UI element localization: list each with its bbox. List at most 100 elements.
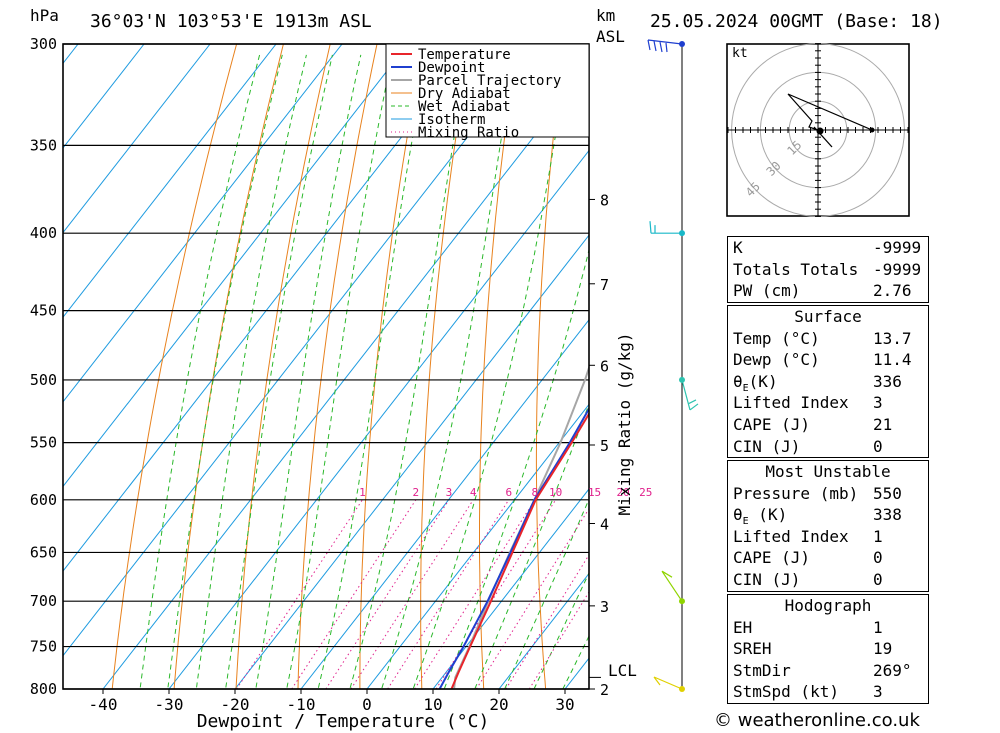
mu-li-label: Lifted Index [733,526,849,546]
mu-theta-sub: E [742,516,749,528]
wind-barb [653,676,683,690]
pressure-tick-label: 400 [30,224,57,242]
wind-barb [661,570,683,602]
mixing-ratio-label: 25 [639,486,652,499]
datetime-label: 25.05.2024 00GMT (Base: 18) [650,11,943,32]
stmdir-label: StmDir [733,660,791,680]
wet-adiabat-line [412,54,570,689]
dry-adiabat-line [938,44,1000,705]
temperature-tick-label: 30 [555,695,574,714]
temperature-tick-label: -30 [155,695,184,714]
mixing-ratio-line [528,591,589,689]
mu-cape-value: 0 [873,548,883,568]
mixing-ratio-line [350,499,474,689]
mixing-ratio-line [325,499,450,689]
legend-isotherm: Isotherm [418,112,485,128]
surface-panel: Surface Temp (°C) 13.7 Dewp (°C) 11.4 θE(K… [727,305,929,459]
legend-dry-adiabat: Dry Adiabat [418,86,511,102]
isotherm-line [234,234,589,689]
sreh-value: 19 [873,639,893,659]
most-unstable-title: Most Unstable [765,462,891,481]
temperature-tick-label: -10 [287,695,316,714]
k-index-value: -9999 [873,238,922,257]
isotherm-line [432,488,589,689]
surface-li-value: 3 [873,393,883,413]
mixing-ratio-line [414,499,536,689]
km-tick-label: 6 [600,357,609,375]
mixing-ratio-line [291,499,417,689]
dewpoint-line [438,406,589,689]
surface-temp-value: 13.7 [873,328,912,348]
hodograph-trace [787,93,873,131]
mixing-ratio-label: 20 [616,486,629,499]
pressure-tick-label: 700 [30,592,57,610]
wet-adiabat-line [255,54,362,689]
mu-cin-label: CIN (J) [733,569,801,589]
pw-label: PW (cm) [733,281,801,301]
surface-dewp-value: 11.4 [873,350,912,370]
mu-pressure-value: 550 [873,483,902,503]
hodograph-title: Hodograph [784,596,872,615]
mixing-ratio-line [236,499,363,689]
mu-theta-unit: (K) [748,505,788,525]
km-tick-label: 8 [600,191,609,209]
indices-panel: K -9999 Totals Totals -9999 PW (cm) 2.76 [727,236,929,303]
pressure-tick-label: 600 [30,491,57,509]
temperature-tick-label: -40 [89,695,118,714]
dry-adiabat-line [479,44,518,689]
mu-theta-e-label: θE (K) [733,505,788,528]
wind-barb [681,379,699,411]
hodograph-end-marker [869,127,875,133]
isotherm-line [63,44,277,319]
mixing-ratio-label: 1 [359,486,366,499]
wind-barb [647,39,683,53]
dry-adiabat-line [173,44,284,689]
credit-footer[interactable]: © weatheronline.co.uk [714,710,920,731]
hodograph-panel: Hodograph EH 1 SREH 19 StmDir 269° StmSpd (… [727,594,929,704]
temperature-line [450,411,589,689]
legend-temperature: Temperature [418,47,511,63]
isotherm-line [366,403,589,689]
pressure-tick-label: 300 [30,35,57,53]
k-index-label: K [733,238,743,257]
dry-adiabat-line [645,44,672,705]
mixing-ratio-label: 15 [588,486,601,499]
dry-adiabat-line [111,44,238,689]
eh-label: EH [733,617,753,637]
surface-theta-unit: (K) [748,371,778,391]
mixing-ratio-line [387,499,510,689]
mu-theta-e-value: 338 [873,505,902,525]
isotherm-line [300,318,589,689]
pressure-tick-label: 750 [30,638,57,656]
stmspd-value: 3 [873,682,883,702]
isotherm-line [498,572,589,689]
wet-adiabat-line [139,54,261,689]
location-title: 36°03'N 103°53'E 1913m ASL [90,11,372,32]
wet-adiabat-line [195,54,307,689]
pw-value: 2.76 [873,281,912,301]
surface-cin-value: 0 [873,436,883,456]
mixing-ratio-label: 4 [470,486,477,499]
eh-value: 1 [873,617,883,637]
legend-mixing-ratio: Mixing Ratio [418,125,519,141]
storm-motion-marker [816,127,824,135]
isotherm-line [63,44,409,488]
legend: Temperature Dewpoint Parcel Trajectory D… [385,43,590,141]
mixing-ratio-label: 10 [549,486,562,499]
wet-adiabat-line [167,54,283,689]
mixing-ratio-label: 8 [532,486,539,499]
mu-cape-label: CAPE (J) [733,548,811,568]
temperature-tick-label: 10 [423,695,442,714]
wet-adiabat-line [286,54,393,689]
km-tick-label: 5 [600,437,609,455]
surface-cape-label: CAPE (J) [733,414,811,434]
wet-adiabat-line [443,247,589,689]
pressure-tick-label: 450 [30,302,57,320]
lcl-label: LCL [608,661,637,680]
dry-adiabat-line [535,44,565,689]
pressure-tick-label: 550 [30,434,57,452]
wind-barb [649,221,682,234]
hpa-unit-label: hPa [30,6,59,25]
